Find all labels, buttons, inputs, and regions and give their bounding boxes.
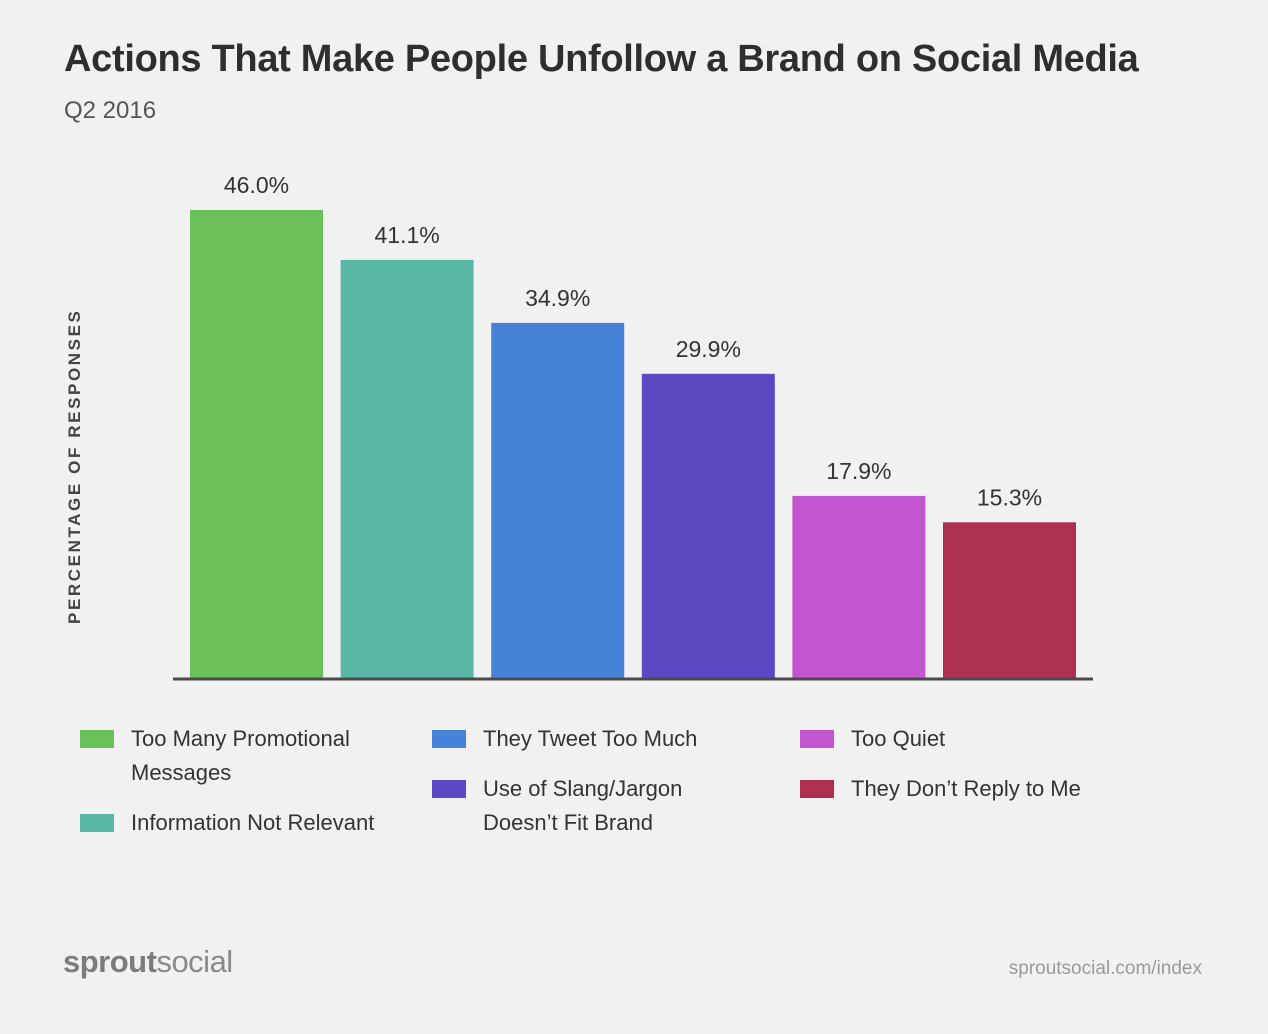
bar-no-reply [943,522,1076,678]
legend-label-promotional: Too Many Promotional Messages [131,726,350,785]
sproutsocial-logo: sproutsocial [63,944,233,980]
chart-subtitle: Q2 2016 [64,97,157,124]
value-label-no-reply: 15.3% [977,484,1042,510]
bar-too-quiet [792,495,926,678]
logo-strong-text: sprout [63,944,157,979]
value-label-not-relevant: 41.1% [374,222,439,248]
bar-chart: 46.0% 41.1% 34.9% 29.9% 17.9% 15.3% PERCENTAG… [65,172,1093,681]
bar-tweet-too-much [491,322,625,678]
bars-group [190,210,1076,678]
value-label-slang-jargon: 29.9% [676,336,741,362]
legend: Too Many Promotional Messages Informatio… [80,722,1160,852]
legend-item-no-reply: They Don’t Reply to Me [800,772,1121,806]
legend-label-not-relevant: Information Not Relevant [131,810,375,835]
value-label-too-quiet: 17.9% [826,458,891,484]
y-axis-label: PERCENTAGE OF RESPONSES [65,309,84,624]
legend-swatch-not-relevant [80,814,114,832]
legend-item-slang-jargon: Use of Slang/Jargon Doesn’t Fit Brand [432,772,733,840]
legend-label-too-quiet: Too Quiet [851,726,946,751]
value-label-tweet-too-much: 34.9% [525,285,590,311]
legend-item-tweet-too-much: They Tweet Too Much [432,722,753,756]
legend-swatch-slang-jargon [432,780,466,798]
legend-swatch-promotional [80,730,114,748]
legend-swatch-tweet-too-much [432,730,466,748]
legend-item-promotional: Too Many Promotional Messages [80,722,401,790]
legend-swatch-too-quiet [800,730,834,748]
legend-item-too-quiet: Too Quiet [800,722,1121,756]
legend-label-slang-jargon: Use of Slang/Jargon Doesn’t Fit Brand [483,776,683,835]
bar-slang-jargon [641,373,775,678]
legend-swatch-no-reply [800,780,834,798]
value-label-promotional: 46.0% [224,172,289,198]
chart-title: Actions That Make People Unfollow a Bran… [64,38,1139,80]
legend-label-no-reply: They Don’t Reply to Me [851,776,1081,801]
legend-label-tweet-too-much: They Tweet Too Much [483,726,698,751]
bar-promotional [190,210,323,678]
bar-not-relevant [340,259,474,678]
value-labels-group: 46.0% 41.1% 34.9% 29.9% 17.9% 15.3% [224,172,1042,510]
logo-light-text: social [156,944,233,979]
footer-url: sproutsocial.com/index [1008,958,1202,979]
legend-item-not-relevant: Information Not Relevant [80,806,401,840]
